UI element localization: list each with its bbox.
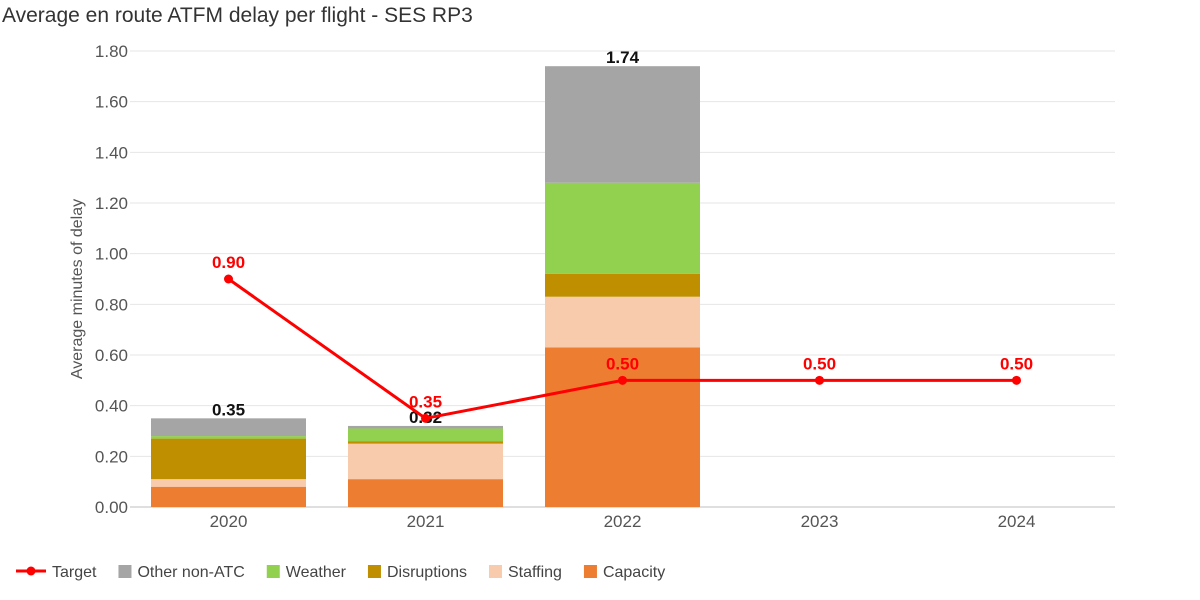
legend-swatch — [583, 565, 597, 578]
bar-segment-other-non-atc — [348, 425, 503, 429]
bar-segment-other-non-atc — [151, 418, 306, 437]
target-point — [618, 375, 627, 385]
y-axis-ticks: 0.00 0.20 0.40 0.60 0.80 1.00 1.20 1.40 1.60 1.80 — [95, 42, 128, 517]
chart-title: Average en route ATFM delay per flight -… — [2, 4, 473, 27]
target-line: 0.90 0.35 0.50 0.50 0.50 — [212, 253, 1033, 423]
legend-label: Other non-ATC — [137, 564, 244, 581]
bar-segment-weather — [151, 436, 306, 439]
legend-item-staffing: Staffing — [488, 564, 562, 581]
legend-swatch — [118, 565, 132, 578]
x-tick-label: 2021 — [407, 512, 445, 531]
bar-segment-staffing — [348, 443, 503, 480]
target-data-label: 0.50 — [606, 354, 639, 373]
legend-item-disruptions: Disruptions — [367, 564, 467, 581]
bar-segment-other-non-atc — [545, 66, 700, 183]
y-tick-label: 0.20 — [95, 447, 128, 466]
y-axis-label: Average minutes of delay — [69, 199, 86, 379]
bar-segment-disruptions — [545, 273, 700, 297]
legend-item-target: Target — [16, 564, 97, 581]
bar-segment-capacity — [545, 347, 700, 507]
y-tick-label: 1.40 — [95, 143, 128, 162]
legend: Target Other non-ATC Weather Disruptions Sta… — [16, 564, 665, 581]
bar-segment-staffing — [545, 296, 700, 348]
target-point — [1012, 375, 1021, 385]
legend-swatch — [488, 565, 502, 578]
legend-item-other-non-atc: Other non-ATC — [118, 564, 245, 581]
legend-swatch — [367, 565, 381, 578]
bar-segment-weather — [545, 182, 700, 274]
legend-label: Capacity — [603, 564, 665, 581]
target-data-label: 0.50 — [803, 354, 836, 373]
target-point — [815, 375, 824, 385]
x-tick-label: 2024 — [998, 512, 1036, 531]
target-point — [224, 274, 233, 284]
target-point — [421, 413, 430, 423]
y-tick-label: 0.00 — [95, 498, 128, 517]
legend-item-weather: Weather — [266, 564, 347, 581]
y-tick-label: 1.80 — [95, 42, 128, 61]
bar-segment-weather — [348, 428, 503, 442]
legend-swatch — [266, 565, 280, 578]
x-tick-label: 2020 — [210, 512, 248, 531]
legend-item-capacity: Capacity — [583, 564, 665, 581]
target-data-label: 0.50 — [1000, 354, 1033, 373]
total-label: 0.35 — [212, 400, 245, 419]
legend-label: Weather — [286, 564, 347, 581]
bars — [151, 66, 700, 507]
legend-label: Target — [52, 564, 97, 581]
y-tick-label: 0.80 — [95, 295, 128, 314]
x-axis-ticks: 2020 2021 2022 2023 2024 — [210, 512, 1036, 531]
bar-segment-disruptions — [151, 438, 306, 480]
x-tick-label: 2022 — [604, 512, 642, 531]
target-data-label: 0.35 — [409, 392, 442, 411]
y-tick-label: 0.60 — [95, 346, 128, 365]
bar-segment-capacity — [151, 486, 306, 507]
target-data-label: 0.90 — [212, 253, 245, 272]
x-tick-label: 2023 — [801, 512, 839, 531]
legend-swatch-marker — [26, 566, 36, 576]
y-tick-label: 1.20 — [95, 194, 128, 213]
bar-segment-staffing — [151, 479, 306, 487]
total-label: 1.74 — [606, 48, 640, 67]
bar-segment-disruptions — [348, 441, 503, 444]
y-tick-label: 1.00 — [95, 245, 128, 264]
y-tick-label: 0.40 — [95, 397, 128, 416]
y-tick-label: 1.60 — [95, 93, 128, 112]
bar-segment-capacity — [348, 479, 503, 507]
legend-label: Disruptions — [387, 564, 467, 581]
legend-label: Staffing — [508, 564, 562, 581]
